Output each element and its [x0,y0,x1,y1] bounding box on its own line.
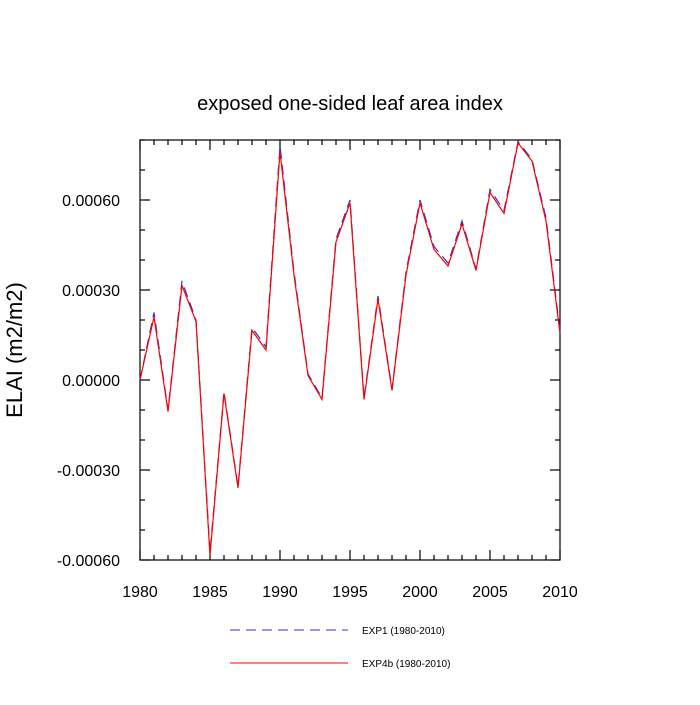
x-tick-label: 1990 [262,584,298,601]
legend-label: EXP4b (1980-2010) [362,659,450,670]
y-axis-label: ELAI (m2/m2) [2,282,27,418]
series-line-2 [139,141,561,556]
x-tick-label: 2010 [542,584,578,601]
y-tick-label: -0.00060 [57,553,120,570]
legend: EXP1 (1980-2010) EXP4b (1980-2010) [230,626,450,670]
series-line-1 [139,140,561,553]
series-lines [139,140,561,556]
x-tick-label: 2005 [472,584,508,601]
x-tick-label: 1985 [192,584,228,601]
y-tick-label: 0.00000 [62,373,120,390]
y-tick-label: 0.00030 [62,283,120,300]
x-tick-label: 2000 [402,584,438,601]
x-tick-label: 1980 [122,584,158,601]
y-tick-label: 0.00060 [62,193,120,210]
x-tick-label: 1995 [332,584,368,601]
chart-title: exposed one-sided leaf area index [197,93,503,115]
legend-label: EXP1 (1980-2010) [362,626,445,637]
axis-ticks: 1980 1985 1990 1995 2000 2005 2010 -0.00060 -0.0… [57,139,578,601]
y-tick-label: -0.00030 [57,463,120,480]
